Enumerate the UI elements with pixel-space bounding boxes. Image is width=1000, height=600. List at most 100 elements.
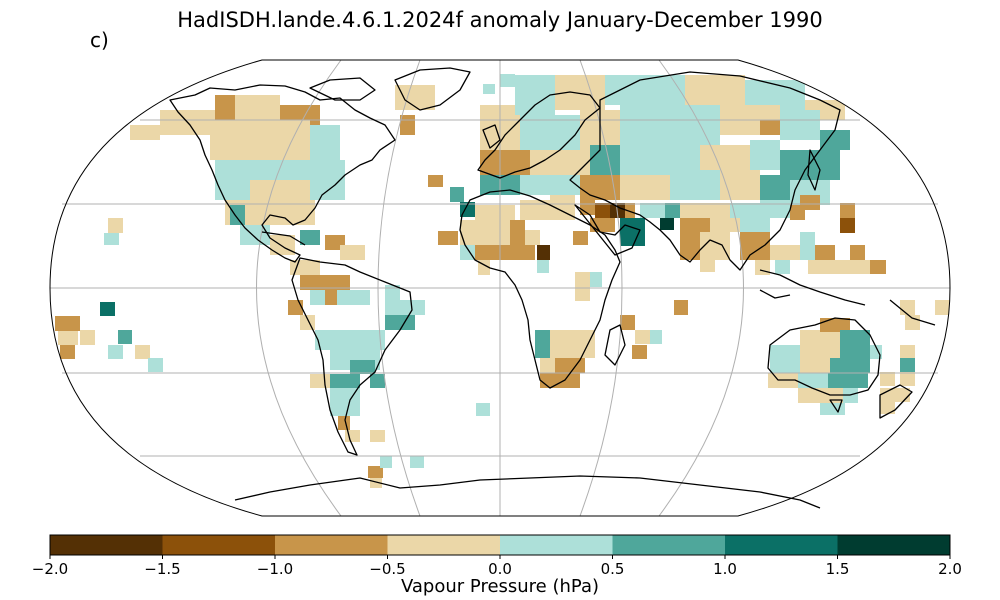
grid-cell [635,330,650,344]
grid-cell [325,290,337,305]
grid-cell [55,316,80,331]
grid-cell [840,330,870,358]
colorbar-swatch [387,535,501,555]
longitude-line [256,59,342,517]
grid-cell [815,245,835,260]
grid-cell [368,466,383,478]
grid-cell [632,345,647,359]
colorbar-tick-label: 2.0 [938,560,962,578]
grid-cell [510,220,525,245]
grid-cell [250,180,310,200]
grid-cell [400,300,425,315]
grid-cell [537,245,550,260]
grid-cell [820,130,850,150]
grid-cell [370,430,385,442]
grid-cell [790,205,805,220]
grid-cell [395,85,435,110]
north-america-coast [169,84,396,263]
grid-cell [740,218,770,232]
caribbean-coast [261,231,306,246]
grid-cell [310,125,340,160]
australia-coast [767,317,881,396]
graticule [50,59,950,517]
grid-cell [800,232,815,260]
map-title: HadISDH.lande.4.6.1.2024f anomaly Januar… [177,8,823,32]
grid-cell [680,218,710,232]
colorbar-swatch [500,535,613,555]
pacific-islands-coast [889,299,936,326]
grid-cell [108,218,123,233]
colorbar-swatch [725,535,838,555]
grid-cell [315,330,385,350]
grid-cell [710,218,740,232]
greenland-coast [394,67,471,111]
antarctica-coast [234,475,821,509]
madagascar-coast [604,324,626,366]
grid-cell [573,231,588,245]
grid-cell [330,374,360,388]
grid-cell [460,202,475,217]
grid-cell [475,205,515,220]
grid-cell [700,260,715,272]
grid-cell [808,260,848,274]
grid-cell [520,175,580,195]
grid-cell [620,105,720,145]
africa-coast [459,189,621,389]
colorbar-ticks: −2.0 −1.5 −1.0 −0.5 0.0 0.5 1.0 1.5 2.0 [32,555,962,578]
grid-cell [680,203,730,218]
grid-cell [900,345,915,359]
grid-cell [880,400,895,414]
grid-cell [800,330,840,358]
grid-cell [620,218,645,246]
tasmania-coast [829,399,843,413]
grid-cell [674,300,688,315]
grid-cell [300,275,350,290]
grid-cell [108,345,123,359]
grid-cell [595,203,610,218]
grid-cell [385,285,400,315]
colorbar-swatch [612,535,726,555]
grid-cell [450,187,464,202]
british-isles-coast [482,124,501,149]
colorbar-swatches [50,535,951,555]
grid-cell [685,75,745,105]
grid-cell [500,74,515,87]
grid-cell [460,245,475,260]
grid-cell [210,120,310,160]
grid-cell [300,230,320,245]
grid-cell [104,233,119,245]
grid-cell [235,95,280,120]
grid-cell [590,272,602,287]
grid-cell [775,260,790,274]
longitude-line [377,59,421,517]
asia-coast [569,71,841,271]
grid-cell [428,175,443,187]
grid-cell [215,95,235,120]
grid-cell [840,203,855,218]
grid-cell [740,232,770,260]
anomaly-grid [55,74,950,488]
grid-cell [537,260,549,273]
grid-cell [840,218,855,233]
grid-cell [848,260,870,274]
map-boundary [49,59,951,517]
grid-cell [540,373,580,388]
grid-cell [135,345,150,359]
grid-cell [830,358,870,373]
grid-cell [340,245,365,260]
grid-cell [350,360,375,374]
grid-cell [148,358,163,372]
arabia-coast [574,204,641,256]
grid-cell [900,372,915,386]
grid-cell [476,403,490,416]
colorbar-swatch [275,535,388,555]
grid-cell [520,115,580,155]
arctic-islands-coast [309,77,376,101]
south-america-coast [291,257,413,456]
grid-cell [828,373,868,388]
grid-cell [605,75,685,105]
grid-cell [660,218,674,230]
grid-cell [730,203,760,218]
